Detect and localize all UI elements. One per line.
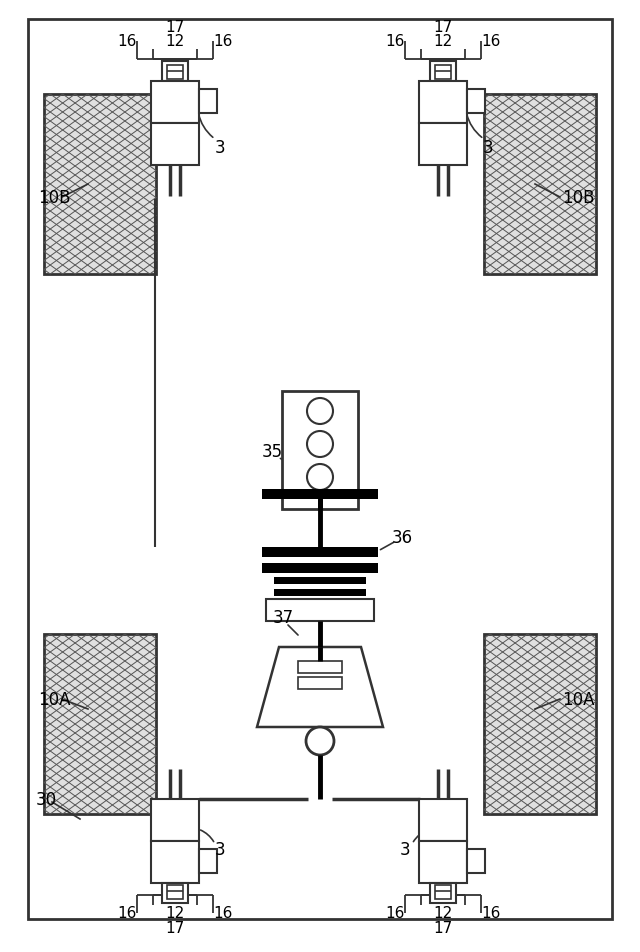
Bar — [199, 849, 217, 873]
Bar — [162, 62, 188, 82]
Text: 12: 12 — [433, 34, 452, 50]
Text: 16: 16 — [117, 905, 137, 921]
Bar — [262, 489, 378, 500]
Bar — [430, 62, 456, 82]
Text: 10A: 10A — [38, 690, 70, 708]
Text: 16: 16 — [213, 905, 233, 921]
Text: 3: 3 — [483, 139, 493, 157]
Bar — [419, 842, 467, 883]
Text: 37: 37 — [273, 608, 294, 626]
Bar — [435, 885, 451, 899]
Bar — [266, 600, 374, 622]
Text: 12: 12 — [433, 905, 452, 921]
Bar — [484, 95, 596, 275]
Bar — [298, 662, 342, 673]
Polygon shape — [257, 647, 383, 727]
Text: 12: 12 — [165, 34, 184, 50]
Circle shape — [307, 399, 333, 425]
Text: 17: 17 — [165, 921, 184, 936]
Bar — [262, 547, 378, 558]
Text: 16: 16 — [481, 905, 500, 921]
Text: 17: 17 — [165, 21, 184, 35]
Circle shape — [307, 465, 333, 490]
Text: 3: 3 — [400, 840, 410, 858]
Bar — [419, 799, 467, 842]
Text: 17: 17 — [433, 921, 452, 936]
Bar — [199, 89, 217, 114]
Text: 16: 16 — [385, 34, 404, 50]
Text: 36: 36 — [392, 528, 413, 546]
Bar — [167, 66, 183, 80]
Text: 30: 30 — [36, 790, 57, 808]
Bar — [167, 885, 183, 899]
Bar — [298, 677, 342, 689]
Text: 16: 16 — [481, 34, 500, 50]
Text: 3: 3 — [214, 139, 225, 157]
Bar — [435, 66, 451, 80]
Bar — [151, 124, 199, 166]
Bar — [419, 124, 467, 166]
Bar — [467, 89, 485, 114]
Text: 3: 3 — [214, 840, 225, 858]
Bar — [419, 82, 467, 124]
Bar — [282, 391, 358, 509]
Text: 16: 16 — [213, 34, 233, 50]
Bar — [274, 578, 366, 585]
Text: 16: 16 — [117, 34, 137, 50]
Bar — [262, 564, 378, 573]
Circle shape — [306, 727, 334, 755]
Bar — [467, 849, 485, 873]
Text: 35: 35 — [261, 443, 283, 461]
Text: 10B: 10B — [38, 188, 70, 207]
Bar — [151, 82, 199, 124]
Text: 10A: 10A — [562, 690, 595, 708]
Bar — [44, 95, 156, 275]
Text: 12: 12 — [165, 905, 184, 921]
Text: 10B: 10B — [562, 188, 595, 207]
Circle shape — [307, 431, 333, 458]
Bar — [151, 799, 199, 842]
Bar — [151, 842, 199, 883]
Text: 16: 16 — [385, 905, 404, 921]
Bar — [430, 883, 456, 903]
Bar — [162, 883, 188, 903]
Bar — [44, 634, 156, 814]
Bar — [484, 634, 596, 814]
Bar — [274, 589, 366, 596]
Text: 17: 17 — [433, 21, 452, 35]
